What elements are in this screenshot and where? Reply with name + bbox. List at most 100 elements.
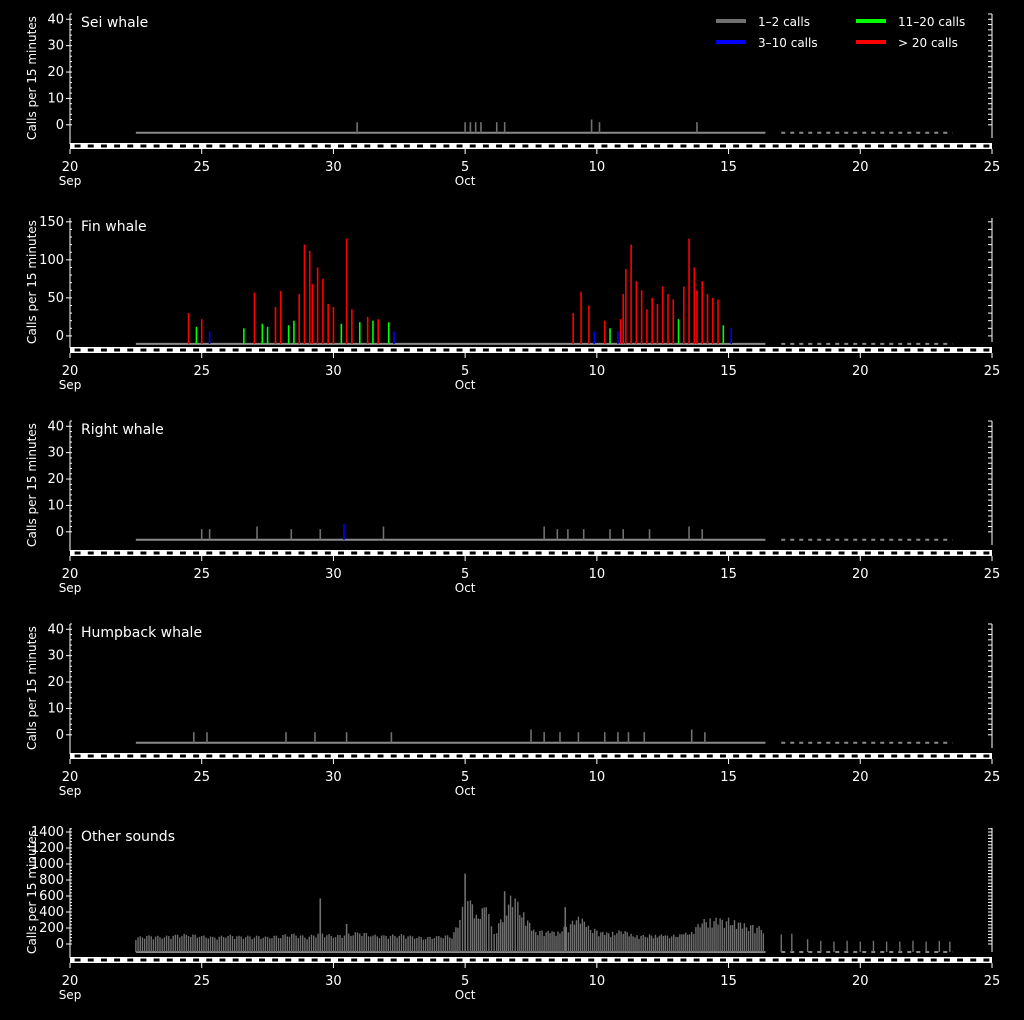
time-axis-dash <box>285 144 292 148</box>
time-axis-dash <box>851 754 858 758</box>
x-tick-label: 25 <box>984 160 1001 175</box>
time-axis-dash <box>482 958 489 962</box>
time-axis-dash <box>245 551 252 555</box>
time-axis-dash <box>430 348 437 352</box>
time-axis-dash <box>114 551 121 555</box>
time-axis-dash <box>245 958 252 962</box>
time-axis-dash <box>456 754 463 758</box>
time-axis-dash <box>219 144 226 148</box>
time-axis-dash <box>878 958 884 962</box>
x-tick-label: 30 <box>325 567 342 582</box>
time-axis-dash <box>522 754 529 758</box>
time-axis-dash <box>443 144 450 148</box>
time-axis-dash <box>970 348 977 352</box>
x-tick-label: 10 <box>589 567 606 582</box>
time-axis-dash <box>417 958 423 962</box>
y-tick-label: 10 <box>47 498 64 513</box>
x-tick-label: 25 <box>984 770 1001 785</box>
time-axis-dash <box>74 551 81 555</box>
time-axis-dash <box>351 958 358 962</box>
time-axis-dash <box>338 551 344 555</box>
time-axis-dash <box>166 348 173 352</box>
time-axis-dash <box>469 144 476 148</box>
time-axis-dash <box>364 551 371 555</box>
y-tick-label: 1400 <box>31 825 64 840</box>
time-axis-dash <box>680 551 687 555</box>
x-tick-label: 30 <box>325 160 342 175</box>
time-axis-dash <box>759 144 766 148</box>
y-tick-label: 40 <box>47 12 64 27</box>
time-axis-dash <box>522 958 529 962</box>
time-axis-dash <box>640 958 647 962</box>
x-month-label: Oct <box>455 581 476 595</box>
time-axis-dash <box>838 144 845 148</box>
time-axis-dash <box>509 348 516 352</box>
time-axis-dash <box>759 348 766 352</box>
time-axis-dash <box>627 348 634 352</box>
time-axis-dash <box>917 958 924 962</box>
time-axis-dash <box>417 348 423 352</box>
time-axis-dash <box>74 754 81 758</box>
time-axis-dash <box>206 958 213 962</box>
x-tick-label: 30 <box>325 364 342 379</box>
legend-label: 11–20 calls <box>898 15 965 29</box>
time-axis-dash <box>456 551 463 555</box>
panel-sei-whale: 0 10 20 30 40 Calls per 15 minutes Sei whale 20… <box>25 12 1000 188</box>
time-axis-dash <box>377 958 384 962</box>
time-axis-dash <box>219 754 226 758</box>
time-axis-dash <box>772 754 779 758</box>
x-tick-label: 20 <box>62 160 79 175</box>
time-axis-dash <box>403 551 410 555</box>
time-axis-dash <box>522 551 529 555</box>
time-axis-dash <box>904 144 911 148</box>
time-axis-dash <box>825 754 832 758</box>
time-axis-dash <box>535 348 542 352</box>
time-axis-dash <box>140 551 147 555</box>
time-axis-dash <box>100 551 107 555</box>
time-axis-dash <box>943 348 950 352</box>
time-axis-dash <box>364 144 371 148</box>
time-axis-dash <box>522 348 529 352</box>
time-axis-dash <box>482 144 489 148</box>
y-tick-label: 600 <box>39 889 64 904</box>
time-axis-band <box>70 143 992 149</box>
x-tick-label: 25 <box>193 974 210 989</box>
time-axis-dash <box>496 348 503 352</box>
time-axis-dash <box>351 348 358 352</box>
time-axis-dash <box>390 551 397 555</box>
time-axis-dash <box>430 551 437 555</box>
time-axis-dash <box>259 144 265 148</box>
time-axis-dash <box>443 958 450 962</box>
time-axis-dash <box>430 144 437 148</box>
x-tick-label: 10 <box>589 364 606 379</box>
time-axis-dash <box>957 551 964 555</box>
time-axis-dash <box>693 754 700 758</box>
time-axis-dash <box>706 144 713 148</box>
time-axis-dash <box>680 348 687 352</box>
time-axis-dash <box>917 144 924 148</box>
time-axis-dash <box>193 348 200 352</box>
time-axis-dash <box>377 551 384 555</box>
time-axis-dash <box>799 348 805 352</box>
time-axis-dash <box>456 958 463 962</box>
time-axis-dash <box>759 958 766 962</box>
time-axis-dash <box>509 144 516 148</box>
time-axis-dash <box>720 958 726 962</box>
time-axis-dash <box>785 754 792 758</box>
x-tick-label: 20 <box>852 567 869 582</box>
time-axis-dash <box>812 144 819 148</box>
x-month-label: Oct <box>455 378 476 392</box>
time-axis-dash <box>509 551 516 555</box>
y-tick-label: 400 <box>39 905 64 920</box>
time-axis-dash <box>851 958 858 962</box>
y-axis-label: Calls per 15 minutes <box>25 423 39 547</box>
time-axis-dash <box>825 144 832 148</box>
x-month-label: Sep <box>59 988 82 1002</box>
time-axis-dash <box>706 754 713 758</box>
panel-title: Other sounds <box>81 829 175 845</box>
x-tick-label: 5 <box>461 160 469 175</box>
x-month-label: Oct <box>455 174 476 188</box>
y-tick-label: 20 <box>47 65 64 80</box>
time-axis-dash <box>930 348 937 352</box>
time-axis-dash <box>179 551 186 555</box>
